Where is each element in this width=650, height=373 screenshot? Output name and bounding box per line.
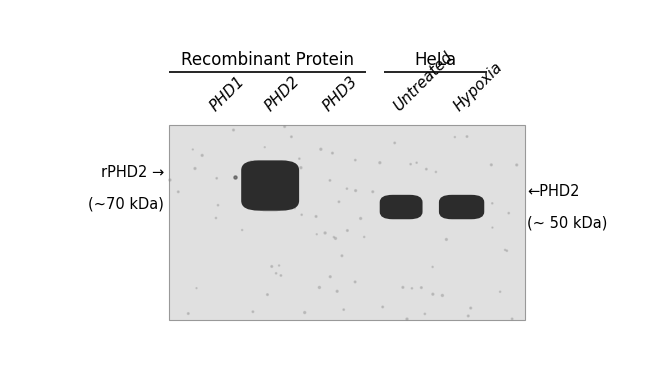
Point bbox=[378, 304, 388, 310]
Point bbox=[237, 227, 248, 233]
Point bbox=[274, 181, 284, 187]
Point bbox=[173, 189, 183, 195]
Point bbox=[342, 186, 352, 192]
Point bbox=[462, 134, 472, 140]
Point bbox=[488, 225, 498, 231]
FancyBboxPatch shape bbox=[241, 160, 299, 211]
Point bbox=[428, 264, 438, 270]
Point bbox=[271, 270, 281, 276]
Point bbox=[280, 123, 290, 129]
Point bbox=[332, 288, 343, 294]
Text: Hypoxia: Hypoxia bbox=[451, 59, 506, 114]
Point bbox=[191, 285, 202, 291]
Point bbox=[421, 166, 432, 172]
Text: rPHD2 →: rPHD2 → bbox=[101, 165, 164, 180]
Point bbox=[411, 160, 422, 166]
Point bbox=[465, 305, 476, 311]
Point bbox=[416, 285, 426, 291]
Text: PHD1: PHD1 bbox=[207, 73, 247, 114]
Point bbox=[274, 263, 284, 269]
Point bbox=[325, 178, 335, 184]
Point bbox=[406, 161, 416, 167]
Point bbox=[450, 134, 460, 140]
Point bbox=[228, 127, 239, 133]
Point bbox=[296, 212, 307, 218]
Point bbox=[512, 162, 522, 168]
Point bbox=[486, 162, 497, 168]
Point bbox=[188, 147, 198, 153]
FancyBboxPatch shape bbox=[439, 195, 484, 219]
Point bbox=[398, 284, 408, 290]
Point bbox=[495, 289, 505, 295]
Point bbox=[190, 166, 200, 172]
Point bbox=[350, 188, 361, 194]
Point bbox=[431, 169, 441, 175]
Text: ←PHD2: ←PHD2 bbox=[527, 184, 580, 199]
Point bbox=[339, 307, 349, 313]
Point bbox=[437, 292, 448, 298]
Point bbox=[337, 253, 347, 259]
Point bbox=[428, 291, 438, 297]
Bar bbox=[170, 125, 525, 320]
Point bbox=[240, 162, 250, 168]
Point bbox=[333, 199, 344, 205]
Point bbox=[507, 316, 517, 322]
Point bbox=[487, 200, 497, 206]
Point bbox=[441, 236, 452, 242]
Point bbox=[311, 231, 322, 237]
Point bbox=[213, 202, 223, 208]
Point bbox=[316, 146, 326, 152]
Text: HeLa: HeLa bbox=[414, 51, 456, 69]
FancyBboxPatch shape bbox=[257, 194, 283, 211]
Point bbox=[356, 216, 366, 222]
Point bbox=[289, 205, 300, 211]
Point bbox=[311, 213, 321, 219]
Point bbox=[504, 210, 514, 216]
Point bbox=[350, 157, 361, 163]
Point bbox=[389, 140, 400, 146]
Point bbox=[350, 279, 360, 285]
Point bbox=[211, 175, 222, 181]
Point bbox=[402, 316, 412, 322]
Point bbox=[420, 311, 430, 317]
Point bbox=[276, 273, 286, 279]
Point bbox=[229, 174, 240, 180]
Point bbox=[330, 235, 341, 241]
Point bbox=[164, 177, 175, 183]
Point bbox=[359, 234, 369, 240]
Point bbox=[327, 150, 337, 156]
Point bbox=[463, 313, 473, 319]
Point bbox=[296, 165, 306, 171]
Point bbox=[342, 228, 352, 233]
Point bbox=[300, 310, 310, 316]
Point bbox=[248, 309, 258, 315]
Point bbox=[374, 160, 385, 166]
Point bbox=[294, 156, 305, 162]
Point bbox=[183, 311, 194, 317]
Point bbox=[320, 230, 330, 236]
Text: Untreated: Untreated bbox=[391, 49, 456, 114]
Point bbox=[502, 248, 512, 254]
Point bbox=[246, 159, 256, 165]
Text: PHD3: PHD3 bbox=[320, 73, 361, 114]
Point bbox=[266, 263, 277, 269]
Point bbox=[286, 134, 296, 140]
Point bbox=[500, 247, 510, 253]
Text: PHD2: PHD2 bbox=[262, 73, 302, 114]
Point bbox=[367, 189, 378, 195]
Point bbox=[211, 215, 221, 221]
Point bbox=[259, 144, 270, 150]
Point bbox=[197, 153, 207, 159]
Point bbox=[329, 234, 339, 240]
Point bbox=[407, 285, 417, 291]
Point bbox=[325, 274, 335, 280]
Text: Recombinant Protein: Recombinant Protein bbox=[181, 51, 354, 69]
Point bbox=[262, 292, 272, 298]
Text: (~70 kDa): (~70 kDa) bbox=[88, 197, 164, 211]
FancyBboxPatch shape bbox=[380, 195, 422, 219]
Point bbox=[314, 285, 324, 291]
Text: (~ 50 kDa): (~ 50 kDa) bbox=[527, 215, 608, 231]
